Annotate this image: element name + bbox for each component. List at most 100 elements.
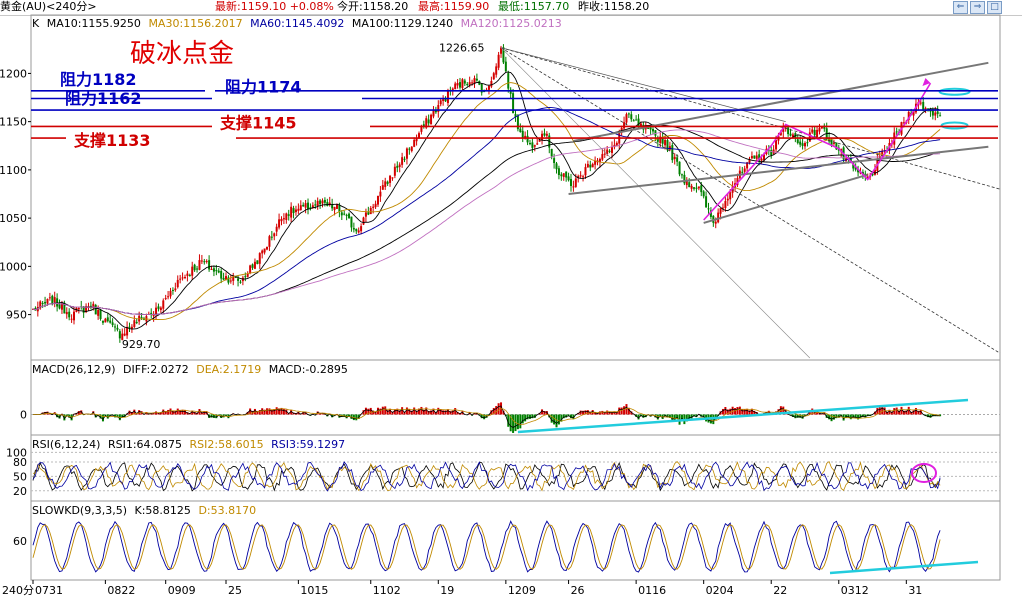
candle-body (51, 295, 54, 305)
macd-bar (905, 410, 908, 415)
macd-bar (912, 410, 915, 415)
macd-bar (430, 410, 433, 415)
macd-bar (620, 407, 623, 415)
candle-body (560, 174, 563, 177)
macd-bar (886, 411, 889, 415)
resistance-trendline (500, 47, 811, 359)
candle-body (456, 83, 459, 86)
macd-bar (80, 410, 83, 415)
candle-body (533, 145, 536, 147)
candle-body (169, 290, 172, 297)
macd-bar (736, 406, 739, 415)
macd-bar (613, 411, 616, 415)
candle-body (150, 312, 153, 315)
candle-body (521, 130, 524, 138)
macd-bar (741, 409, 744, 415)
macd-bar (627, 407, 630, 415)
candle-body (490, 80, 493, 87)
x-tick-label: 26 (571, 584, 585, 597)
open-price: 今开:1158.20 (337, 0, 409, 13)
macd-bar (919, 410, 922, 415)
candle-body (381, 185, 384, 190)
candle-body (461, 79, 464, 88)
candle-body (39, 301, 42, 309)
macd-bar (608, 411, 611, 415)
macd-dea: DEA:2.1719 (196, 363, 262, 376)
macd-bar (668, 414, 671, 418)
macd-bar (152, 412, 155, 415)
candle-body (427, 119, 430, 124)
candle-body (473, 78, 476, 84)
macd-bar (461, 411, 464, 415)
candle-body (832, 142, 835, 144)
candle-body (586, 163, 589, 168)
nav-window-button[interactable]: □ (987, 1, 1002, 14)
candle-body (871, 173, 874, 176)
macd-bar (169, 408, 172, 415)
candle-body (104, 318, 107, 323)
candle-body (514, 113, 517, 117)
macd-bar (748, 410, 751, 415)
candle-body (155, 307, 158, 315)
candle-body (673, 156, 676, 160)
candle-body (471, 82, 474, 84)
nav-left-button[interactable]: ⇐ (953, 1, 968, 14)
candle-body (314, 204, 317, 206)
candle-body (60, 302, 63, 310)
candle-body (693, 187, 696, 189)
candle-body (649, 126, 652, 130)
chart-title: 破冰点金 (130, 39, 234, 69)
candle-body (181, 277, 184, 279)
candle-body (73, 311, 76, 321)
candle-body (367, 212, 370, 215)
macd-trendline (517, 398, 969, 434)
candle-body (408, 148, 411, 150)
macd-bar (572, 414, 575, 420)
candle-body (174, 288, 177, 291)
candle-body (907, 111, 910, 121)
candle-body (130, 326, 133, 330)
macd-bar (290, 410, 293, 415)
nav-right-button[interactable]: ⇒ (970, 1, 985, 14)
candle-body (497, 54, 500, 68)
candle-body (111, 322, 114, 326)
macd-bar (861, 414, 864, 417)
candle-body (719, 208, 722, 214)
macd-bar (582, 410, 585, 415)
candle-body (666, 140, 669, 151)
candle-body (273, 233, 276, 237)
candle-body (232, 276, 235, 281)
macd-bar (193, 412, 196, 415)
candle-body (239, 281, 242, 283)
macd-bar (261, 408, 264, 415)
candle-body (676, 157, 679, 162)
candle-body (659, 136, 662, 143)
candle-body (919, 102, 922, 104)
candle-body (415, 137, 418, 142)
ma120-line (32, 129, 941, 315)
candle-body (44, 301, 47, 304)
candle-body (565, 171, 568, 178)
channel-lower-line (568, 145, 989, 195)
macd-bar (854, 414, 857, 419)
candle-body (212, 268, 215, 272)
macd-bar (688, 414, 691, 420)
candle-body (364, 212, 367, 217)
macd-bar (379, 408, 382, 415)
candle-body (702, 191, 705, 197)
macd-bar (852, 414, 855, 418)
candle-body (615, 142, 618, 147)
kd-trendline (829, 560, 979, 575)
candle-body (627, 113, 630, 115)
candle-body (77, 307, 80, 310)
candle-body (922, 101, 925, 111)
macd-bar (456, 411, 459, 415)
macd-bar (873, 411, 876, 415)
macd-bar (881, 405, 884, 415)
candle-body (372, 206, 375, 208)
candle-body (114, 326, 117, 328)
x-tick-label: 31 (908, 584, 922, 597)
resistance-trendline (500, 47, 1001, 190)
candle-body (82, 306, 85, 313)
